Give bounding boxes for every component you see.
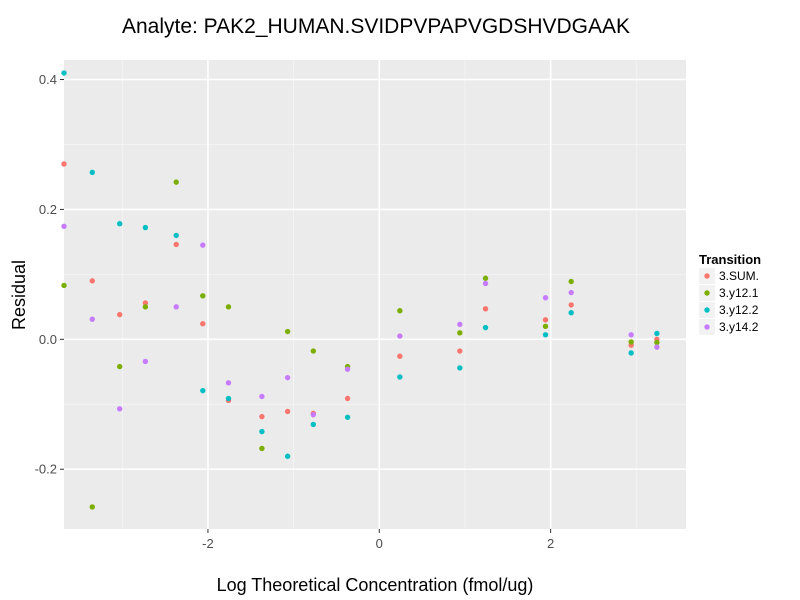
x-tick-label: 2	[547, 536, 554, 551]
data-point-3-y12-2	[654, 330, 660, 337]
y-tick-label: 0.4	[39, 72, 57, 87]
major-gridlines	[64, 60, 686, 529]
data-point-3-y12-2	[568, 309, 574, 316]
data-point-3-y12-2	[482, 324, 489, 331]
legend-marker-3-sum	[704, 273, 710, 279]
data-point-3-y12-1	[225, 304, 232, 310]
data-point-3-sum	[173, 241, 179, 248]
plot-panel	[64, 60, 686, 529]
data-point-3-y14-2	[173, 304, 179, 310]
data-point-3-y12-2	[344, 414, 351, 420]
x-axis-title: Log Theoretical Concentration (fmol/ug)	[217, 575, 534, 595]
data-point-3-sum	[61, 161, 67, 167]
data-point-3-y12-2	[457, 365, 463, 371]
data-point-3-y14-2	[200, 242, 206, 248]
data-point-3-y12-1	[200, 293, 206, 299]
data-point-3-y12-1	[628, 339, 634, 345]
y-axis-title: Residual	[9, 260, 29, 330]
y-tick-label: 0.2	[39, 202, 57, 217]
data-point-3-y12-1	[89, 504, 95, 510]
data-point-3-y12-2	[628, 350, 634, 356]
legend-label-3-y14-2: 3.y14.2	[719, 320, 759, 334]
data-point-3-y12-2	[116, 220, 123, 227]
data-point-3-sum	[200, 321, 206, 327]
data-point-3-y12-2	[142, 224, 149, 231]
legend-marker-3-y12-2	[704, 307, 710, 313]
data-points	[61, 70, 660, 510]
data-point-3-y12-1	[542, 323, 549, 330]
data-point-3-y12-1	[142, 304, 149, 310]
data-point-3-sum	[142, 300, 149, 306]
data-point-3-sum	[259, 413, 265, 420]
y-tick-label: -0.2	[35, 462, 57, 477]
data-point-3-y14-2	[61, 223, 67, 229]
data-point-3-y12-2	[225, 395, 232, 402]
legend-title: Transition	[699, 252, 761, 267]
y-tick-label: 0.0	[39, 332, 57, 347]
data-point-3-y14-2	[542, 295, 549, 301]
data-point-3-y14-2	[259, 393, 265, 400]
data-point-3-y14-2	[482, 280, 489, 287]
data-point-3-sum	[284, 408, 291, 415]
legend-marker-3-y12-1	[704, 290, 710, 296]
y-axis-tick-labels: -0.2 0.0 0.2 0.4	[35, 72, 57, 477]
chart-title: Analyte: PAK2_HUMAN.SVIDPVPAPVGDSHVDGAAK	[122, 15, 630, 38]
data-point-3-y12-2	[397, 374, 403, 380]
data-point-3-y12-1	[310, 348, 317, 354]
data-point-3-y12-1	[173, 179, 179, 185]
data-point-3-y12-2	[284, 453, 291, 459]
data-point-3-y14-2	[568, 289, 574, 296]
legend-label-3-y12-1: 3.y12.1	[719, 286, 759, 300]
minor-gridlines	[64, 60, 686, 529]
data-point-3-y14-2	[225, 380, 232, 386]
data-point-3-y12-1	[61, 282, 67, 289]
data-point-3-y12-1	[259, 445, 265, 452]
x-tick-label: 0	[376, 536, 383, 551]
legend-label-3-y12-2: 3.y12.2	[719, 303, 759, 317]
data-point-3-y12-1	[482, 275, 489, 281]
axis-ticks	[60, 78, 552, 533]
legend: Transition 3.SUM. 3.y12.1 3.y12.2 3.y14.2	[699, 252, 761, 335]
data-point-3-y12-2	[310, 421, 317, 428]
data-point-3-y14-2	[457, 321, 463, 328]
data-point-3-y12-2	[200, 387, 206, 394]
data-point-3-y14-2	[142, 358, 149, 365]
data-point-3-sum	[116, 311, 123, 318]
data-point-3-y12-2	[542, 332, 549, 338]
data-point-3-y14-2	[628, 332, 634, 338]
data-point-3-y12-2	[173, 232, 179, 239]
data-point-3-y14-2	[284, 374, 291, 381]
x-axis-tick-labels: -2 0 2	[202, 536, 554, 551]
data-point-3-y12-2	[61, 70, 67, 76]
data-point-3-y12-1	[116, 363, 123, 370]
data-point-3-y12-2	[259, 428, 265, 435]
legend-label-3-sum: 3.SUM.	[719, 269, 759, 283]
data-point-3-y14-2	[654, 344, 660, 350]
data-point-3-sum	[89, 278, 95, 284]
data-point-3-y12-1	[654, 339, 660, 346]
data-point-3-y14-2	[397, 333, 403, 339]
data-point-3-sum	[457, 348, 463, 354]
data-point-3-y12-2	[89, 169, 95, 176]
data-point-3-y14-2	[89, 316, 95, 322]
legend-marker-3-y14-2	[704, 324, 710, 330]
data-point-3-y14-2	[310, 411, 317, 418]
x-tick-label: -2	[202, 536, 214, 551]
data-point-3-sum	[344, 395, 351, 402]
data-point-3-y14-2	[344, 366, 351, 372]
data-point-3-y14-2	[116, 406, 123, 412]
data-point-3-y12-1	[568, 278, 574, 285]
data-point-3-sum	[568, 302, 574, 308]
data-point-3-sum	[542, 317, 549, 323]
data-point-3-sum	[397, 353, 403, 359]
data-point-3-y12-1	[284, 328, 291, 335]
data-point-3-y12-1	[457, 330, 463, 336]
data-point-3-y12-1	[397, 308, 403, 314]
data-point-3-sum	[482, 306, 489, 312]
